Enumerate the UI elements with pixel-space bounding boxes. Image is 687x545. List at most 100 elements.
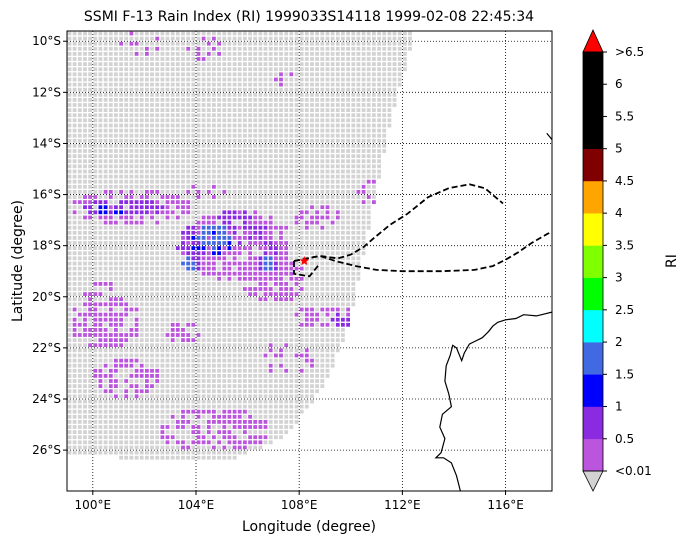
swath-pixel-no-rain <box>284 358 289 363</box>
swath-pixel-no-rain <box>88 353 92 358</box>
swath-pixel-no-rain <box>320 31 325 36</box>
swath-pixel-no-rain <box>253 179 258 184</box>
swath-pixel-no-rain <box>361 41 366 46</box>
swath-pixel-no-rain <box>88 98 92 102</box>
swath-pixel-no-rain <box>387 98 392 102</box>
swath-pixel-no-rain <box>98 57 103 61</box>
swath-pixel-no-rain <box>237 435 242 440</box>
swath-pixel-no-rain <box>83 67 87 72</box>
swath-pixel-no-rain <box>320 144 325 148</box>
swath-pixel-no-rain <box>408 46 412 51</box>
swath-pixel-no-rain <box>114 409 118 414</box>
swath-pixel-no-rain <box>175 174 180 179</box>
swath-pixel-no-rain <box>114 184 118 189</box>
swath-pixel-no-rain <box>299 67 304 72</box>
swath-pixel-no-rain <box>155 384 160 388</box>
swath-pixel-no-rain <box>150 343 154 348</box>
swath-pixel-no-rain <box>129 287 134 291</box>
swath-pixel-rain <box>227 440 232 445</box>
swath-pixel-no-rain <box>155 328 160 332</box>
swath-pixel-no-rain <box>258 123 263 128</box>
swath-pixel-no-rain <box>346 195 350 199</box>
swath-pixel-rain <box>108 210 113 215</box>
swath-pixel-no-rain <box>299 169 304 174</box>
swath-pixel-no-rain <box>212 210 216 215</box>
swath-pixel-no-rain <box>310 72 314 77</box>
swath-pixel-no-rain <box>284 425 289 429</box>
swath-pixel-no-rain <box>155 215 160 220</box>
swath-pixel-no-rain <box>284 92 289 97</box>
swath-pixel-no-rain <box>325 108 330 112</box>
swath-pixel-no-rain <box>274 57 278 61</box>
swath-pixel-rain <box>263 251 268 256</box>
swath-pixel-no-rain <box>304 379 309 383</box>
swath-pixel-rain <box>124 307 129 312</box>
swath-pixel-no-rain <box>155 246 160 250</box>
swath-pixel-no-rain <box>268 41 273 46</box>
swath-pixel-no-rain <box>320 302 325 307</box>
swath-pixel-no-rain <box>175 92 180 97</box>
swath-pixel-no-rain <box>366 46 371 51</box>
swath-pixel-no-rain <box>170 266 175 271</box>
swath-pixel-no-rain <box>294 190 299 194</box>
swath-pixel-no-rain <box>103 358 108 363</box>
swath-pixel-no-rain <box>268 57 273 61</box>
swath-pixel-rain <box>103 200 108 204</box>
swath-pixel-no-rain <box>145 220 149 225</box>
swath-pixel-no-rain <box>227 200 232 204</box>
swath-pixel-rain <box>217 276 221 281</box>
swath-pixel-no-rain <box>366 92 371 97</box>
swath-pixel-no-rain <box>284 57 289 61</box>
swath-pixel-no-rain <box>212 169 216 174</box>
swath-pixel-no-rain <box>222 31 227 36</box>
swath-pixel-no-rain <box>175 430 180 434</box>
swath-pixel-no-rain <box>160 98 165 102</box>
swath-pixel-no-rain <box>196 123 201 128</box>
swath-pixel-no-rain <box>212 328 216 332</box>
swath-pixel-rain <box>304 322 309 327</box>
swath-pixel-no-rain <box>217 353 221 358</box>
swath-pixel-rain <box>294 276 299 281</box>
swath-pixel-no-rain <box>299 302 304 307</box>
swath-pixel-no-rain <box>124 31 129 36</box>
swath-pixel-no-rain <box>186 67 191 72</box>
swath-pixel-no-rain <box>284 149 289 153</box>
swath-pixel-no-rain <box>335 251 340 256</box>
swath-pixel-no-rain <box>299 46 304 51</box>
swath-pixel-no-rain <box>320 266 325 271</box>
swath-pixel-no-rain <box>227 363 232 368</box>
swath-pixel-no-rain <box>217 358 221 363</box>
swath-pixel-no-rain <box>186 52 191 56</box>
swath-pixel-no-rain <box>258 128 263 133</box>
swath-pixel-no-rain <box>145 98 149 102</box>
swath-pixel-no-rain <box>382 87 387 92</box>
swath-pixel-no-rain <box>114 72 118 77</box>
swath-pixel-no-rain <box>356 46 361 51</box>
swath-pixel-no-rain <box>258 169 263 174</box>
swath-pixel-no-rain <box>299 205 304 210</box>
swath-pixel-no-rain <box>377 138 381 143</box>
swath-pixel-no-rain <box>346 154 350 158</box>
swath-pixel-no-rain <box>248 118 252 123</box>
swath-pixel-no-rain <box>222 297 227 302</box>
swath-pixel-no-rain <box>175 343 180 348</box>
swath-pixel-no-rain <box>366 98 371 102</box>
swath-pixel-no-rain <box>253 338 258 342</box>
swath-pixel-no-rain <box>83 256 87 261</box>
swath-pixel-rain <box>83 215 87 220</box>
swath-pixel-no-rain <box>145 414 149 419</box>
swath-pixel-no-rain <box>356 154 361 158</box>
swath-pixel-no-rain <box>160 169 165 174</box>
swath-pixel-no-rain <box>150 184 154 189</box>
swath-pixel-no-rain <box>108 164 113 169</box>
swath-pixel-rain <box>279 230 283 235</box>
swath-pixel-no-rain <box>170 154 175 158</box>
swath-pixel-no-rain <box>217 87 221 92</box>
swath-pixel-rain <box>145 195 149 199</box>
swath-pixel-no-rain <box>88 230 92 235</box>
swath-pixel-rain <box>114 368 118 373</box>
swath-pixel-rain <box>263 425 268 429</box>
colorbar-over-arrow <box>582 29 604 53</box>
swath-pixel-no-rain <box>196 98 201 102</box>
swath-pixel-no-rain <box>361 133 366 138</box>
